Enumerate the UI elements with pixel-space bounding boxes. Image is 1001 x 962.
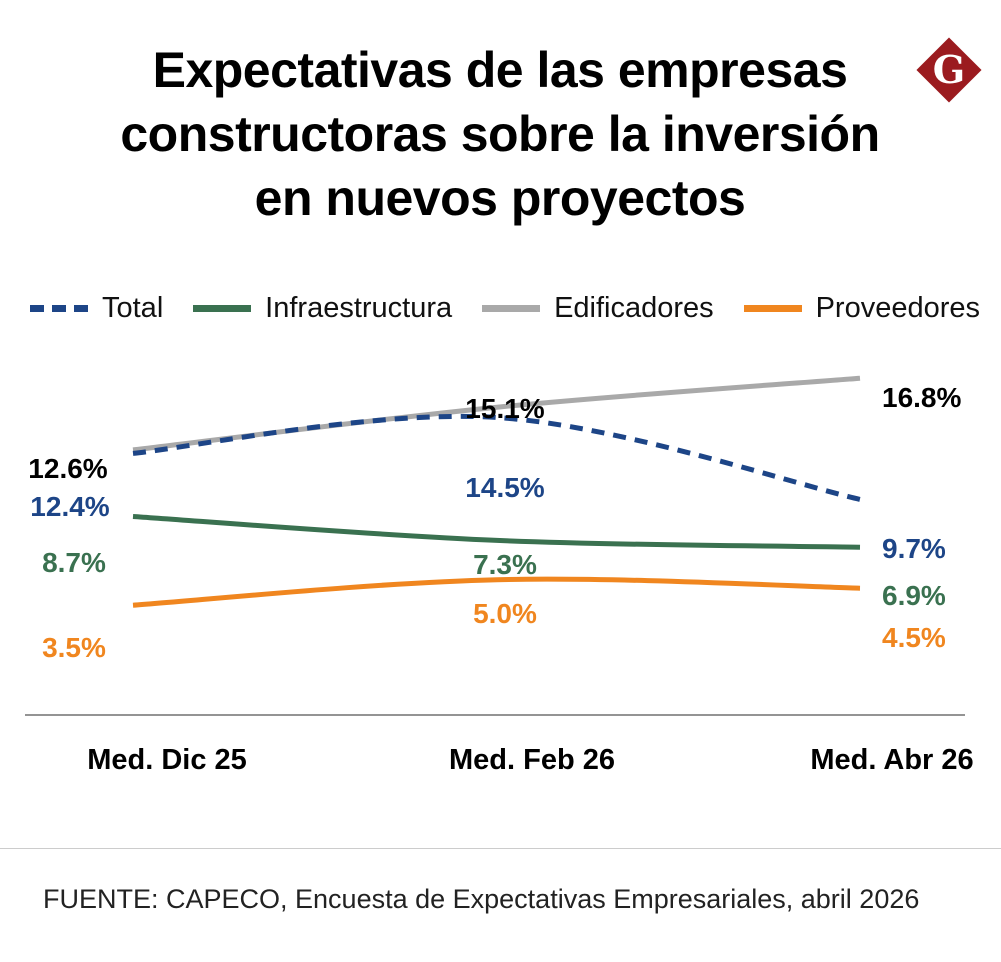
data-label-proveedores-2: 4.5%: [882, 622, 946, 653]
data-labels: 12.4% 14.5% 9.7% 8.7% 7.3% 6.9% 12.6% 15.1% 16.8…: [28, 382, 961, 663]
footer-divider: [0, 848, 1001, 849]
title-line-1: Expectativas de las empresas: [152, 42, 848, 98]
data-label-total-0: 12.4%: [30, 491, 109, 522]
line-chart: 12.4% 14.5% 9.7% 8.7% 7.3% 6.9% 12.6% 15.1% 16.8…: [25, 375, 974, 776]
data-label-edificadores-1: 15.1%: [465, 393, 544, 424]
series-line-proveedores: [132, 576, 861, 608]
legend-item-edificadores: Edificadores: [482, 292, 714, 325]
legend-label-edificadores: Edificadores: [554, 291, 714, 324]
series-line-total: [132, 413, 861, 502]
legend-swatch-total: [30, 304, 88, 312]
chart-legend: Total Infraestructura Edificadores Proveedo…: [30, 288, 980, 328]
x-tick-label-1: Med. Feb 26: [449, 744, 615, 776]
data-label-edificadores-2: 16.8%: [882, 382, 961, 413]
legend-swatch-edificadores: [482, 304, 541, 312]
legend-item-proveedores: Proveedores: [743, 291, 980, 325]
diamond-logo-icon: G: [916, 37, 982, 103]
data-label-infraestructura-1: 7.3%: [473, 549, 537, 580]
legend-swatch-infraestructura: [193, 304, 252, 312]
series-lines: [132, 375, 861, 608]
data-label-proveedores-1: 5.0%: [473, 598, 537, 629]
legend-item-total: Total: [30, 292, 163, 325]
title-line-3: en nuevos proyectos: [254, 170, 746, 226]
legend-label-total: Total: [102, 291, 164, 324]
data-label-infraestructura-2: 6.9%: [882, 580, 946, 611]
x-axis-tick-labels: Med. Dic 25 Med. Feb 26 Med. Abr 26: [87, 744, 973, 776]
title-line-2: constructoras sobre la inversión: [120, 106, 880, 162]
series-line-infraestructura: [132, 513, 861, 550]
legend-label-infraestructura: Infraestructura: [265, 291, 453, 324]
chart-title: Expectativas de las empresas constructor…: [40, 38, 960, 230]
source-note: FUENTE: CAPECO, Encuesta de Expectativas…: [43, 884, 920, 914]
legend-swatch-proveedores: [743, 304, 802, 312]
legend-item-infraestructura: Infraestructura: [193, 292, 452, 325]
x-tick-label-2: Med. Abr 26: [810, 744, 973, 776]
data-label-total-2: 9.7%: [882, 533, 946, 564]
legend-label-proveedores: Proveedores: [815, 291, 980, 324]
x-tick-label-0: Med. Dic 25: [87, 744, 247, 776]
data-label-proveedores-0: 3.5%: [42, 632, 106, 663]
data-label-total-1: 14.5%: [465, 472, 544, 503]
logo-letter: G: [933, 47, 965, 92]
data-label-edificadores-0: 12.6%: [28, 453, 107, 484]
data-label-infraestructura-0: 8.7%: [42, 547, 106, 578]
